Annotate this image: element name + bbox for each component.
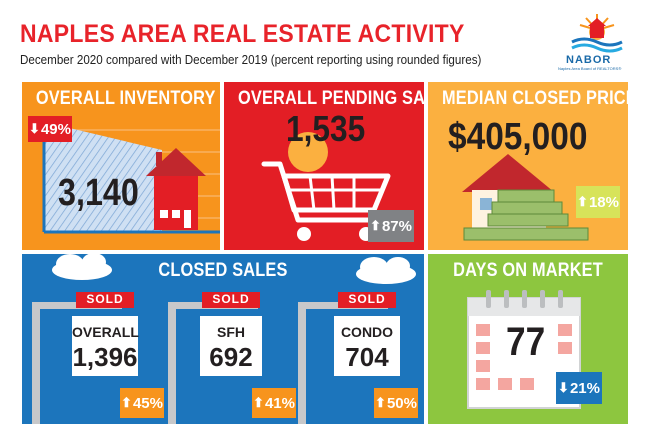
house-icon [146, 148, 206, 230]
logo-sun-icon [571, 14, 623, 53]
sign-sfh: SFH 692 [200, 316, 262, 376]
sold-label-sfh: SOLD [202, 292, 260, 308]
sold-label-condo: SOLD [338, 292, 396, 308]
header: NAPLES AREA REAL ESTATE ACTIVITY Decembe… [0, 0, 650, 78]
pending-panel: OVERALL PENDING SALES 1,535 ⬆ 87% [224, 82, 424, 250]
price-change-badge: ⬆ 18% [576, 186, 620, 218]
condo-change-badge: ⬆ 50% [374, 388, 418, 418]
up-arrow-icon: ⬆ [375, 395, 386, 410]
up-arrow-icon: ⬆ [121, 395, 132, 410]
price-value: $405,000 [448, 116, 588, 158]
page-subtitle: December 2020 compared with December 201… [20, 53, 482, 67]
sign-condo-value: 704 [345, 342, 389, 372]
price-panel: MEDIAN CLOSED PRICE $405,000 ⬆ 18% [428, 82, 628, 250]
inventory-area-chart [44, 122, 162, 232]
closed-sales-title: CLOSED SALES [158, 260, 288, 281]
sold-label-overall: SOLD [76, 292, 134, 308]
sfh-change-badge: ⬆ 41% [252, 388, 296, 418]
dom-panel: DAYS ON MARKET 77 ⬇ 21% [428, 254, 628, 424]
up-arrow-icon: ⬆ [370, 218, 381, 233]
sign-overall-category: OVERALL [72, 324, 139, 340]
sign-condo-category: CONDO [340, 324, 394, 340]
logo-text: NABOR [566, 54, 612, 66]
overall-change-badge: ⬆ 45% [120, 388, 164, 418]
dom-value: 77 [506, 320, 546, 364]
pending-value: 1,535 [286, 108, 366, 149]
house-money-icon [462, 154, 589, 241]
up-arrow-icon: ⬆ [253, 395, 264, 410]
down-arrow-icon: ⬇ [558, 380, 569, 395]
dom-change-badge: ⬇ 21% [556, 372, 602, 404]
inventory-value: 3,140 [58, 172, 139, 214]
down-arrow-icon: ⬇ [29, 121, 40, 136]
page-title: NAPLES AREA REAL ESTATE ACTIVITY [20, 20, 465, 48]
nabor-logo: NABOR Naples Area Board of REALTORS® [550, 10, 645, 72]
logo-subtext: Naples Area Board of REALTORS® [558, 66, 622, 71]
sign-condo: CONDO 704 [334, 316, 400, 376]
sign-sfh-value: 692 [209, 342, 253, 372]
pending-title: OVERALL PENDING SALES [238, 88, 424, 109]
inventory-graphic [42, 122, 220, 234]
inventory-panel: OVERALL INVENTORY ⬇ 49% [22, 82, 220, 250]
shopping-cart-icon [261, 132, 391, 241]
pending-change-badge: ⬆ 87% [368, 210, 414, 242]
sign-overall: OVERALL 1,396 [72, 316, 139, 376]
up-arrow-icon: ⬆ [577, 194, 588, 209]
sign-sfh-category: SFH [217, 324, 245, 340]
calendar-icon [467, 290, 581, 409]
dom-title: DAYS ON MARKET [453, 260, 603, 281]
sign-overall-value: 1,396 [72, 342, 138, 372]
price-title: MEDIAN CLOSED PRICE [442, 88, 628, 109]
closed-sales-panel: CLOSED SALES SOLD OVERALL 1,396 ⬆ 45% SO… [22, 254, 424, 424]
inventory-title: OVERALL INVENTORY [35, 88, 216, 109]
inventory-change-badge: ⬇ 49% [28, 116, 72, 142]
